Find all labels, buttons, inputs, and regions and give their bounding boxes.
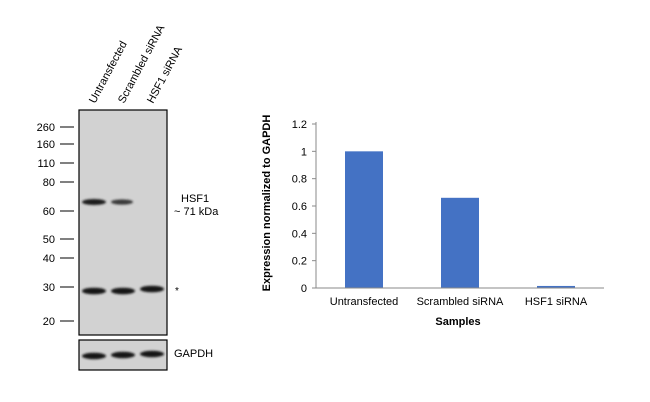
mw-marker-40: 40: [43, 253, 55, 265]
y-tick-label: 1.2: [292, 119, 307, 131]
y-axis: 0 0.2 0.4 0.6 0.8 1 1.2: [292, 119, 317, 295]
gapdh-band-lane-2: [111, 351, 135, 359]
y-tick-label: 1: [301, 146, 307, 158]
bar: [441, 197, 479, 288]
x-tick-label: Scrambled siRNA: [417, 296, 504, 308]
nonspecific-bands: [82, 285, 164, 295]
nonspecific-band-lane-2: [111, 287, 135, 295]
loading-control-label: GAPDH: [174, 348, 213, 360]
mw-marker-60: 60: [43, 206, 55, 218]
y-tick-label: 0: [301, 283, 307, 295]
x-tick-label: HSF1 siRNA: [525, 296, 588, 308]
y-tick-label: 0.4: [292, 228, 307, 240]
mw-marker-110: 110: [37, 158, 55, 170]
x-axis: Untransfected Scrambled siRNA HSF1 siRNA: [316, 287, 604, 308]
gapdh-band-lane-1: [82, 352, 106, 360]
bars: [345, 151, 575, 288]
mw-marker-80: 80: [43, 177, 55, 189]
x-tick-label: Untransfected: [330, 296, 398, 308]
blot-membrane: [78, 109, 168, 336]
hsf1-band-lane-2: [111, 199, 133, 205]
mw-marker-20: 20: [43, 316, 55, 328]
x-axis-label: Samples: [435, 316, 480, 328]
y-axis-label: Expression normalized to GAPDH: [261, 115, 273, 292]
nonspecific-asterisk: *: [175, 286, 179, 297]
y-tick-label: 0.8: [292, 174, 307, 186]
mw-marker-ladder: 260 160 110 80 60 50 40 30 20: [37, 122, 74, 328]
nonspecific-band-lane-3: [140, 285, 164, 293]
gapdh-bands: [82, 350, 164, 360]
mw-marker-50: 50: [43, 234, 55, 246]
bar: [537, 285, 575, 288]
y-tick-label: 0.6: [292, 201, 307, 213]
hsf1-bands: [82, 199, 133, 205]
gapdh-band-lane-3: [140, 350, 164, 358]
y-tick-label: 0.2: [292, 256, 307, 268]
hsf1-band-lane-1: [82, 199, 106, 205]
nonspecific-band-lane-1: [82, 287, 106, 295]
mw-marker-160: 160: [37, 139, 55, 151]
mw-marker-260: 260: [37, 122, 55, 134]
bar: [345, 151, 383, 288]
mw-marker-30: 30: [43, 282, 55, 294]
target-size-label: ~ 71 kDa: [174, 206, 219, 218]
target-label-hsf1: HSF1: [181, 193, 209, 205]
